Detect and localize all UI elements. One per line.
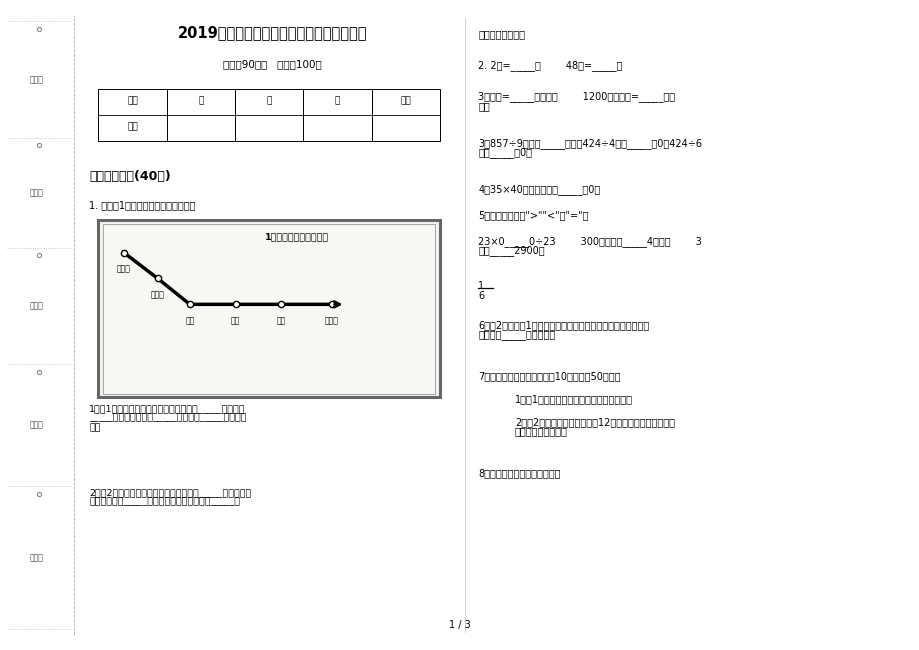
- Text: 1．（1）这块实验田的面积是多少平方米？: 1．（1）这块实验田的面积是多少平方米？: [515, 394, 632, 404]
- Text: 总分: 总分: [400, 96, 411, 105]
- Text: 1. 下面是1路公共汽车行车的路线图。: 1. 下面是1路公共汽车行车的路线图。: [89, 200, 196, 211]
- Text: 学校：: 学校：: [30, 553, 44, 562]
- Bar: [166, 89, 234, 141]
- Text: 一、基础练习(40分): 一、基础练习(40分): [89, 170, 171, 183]
- Text: 班级：: 班级：: [30, 421, 44, 430]
- Text: 1: 1: [478, 281, 484, 291]
- Text: 的商_____有0。: 的商_____有0。: [478, 148, 532, 159]
- Text: 1．（1）从游泳馆到火车站的路线是：向_____方向行驶: 1．（1）从游泳馆到火车站的路线是：向_____方向行驶: [89, 404, 245, 413]
- Text: 少年宫，再向_____方向行驶到电影院，再向_____方: 少年宫，再向_____方向行驶到电影院，再向_____方: [89, 497, 240, 506]
- Text: 商店: 商店: [231, 316, 240, 325]
- Text: 考号：: 考号：: [30, 75, 44, 84]
- Text: 二: 二: [267, 96, 271, 105]
- Text: 7．有一块小麦实验田，长为10米、宽为50分米。: 7．有一块小麦实验田，长为10米、宽为50分米。: [478, 372, 620, 382]
- Text: 4．35×40的积的末尾有_____个0。: 4．35×40的积的末尾有_____个0。: [478, 184, 600, 195]
- Text: 的面积是_____平方分米。: 的面积是_____平方分米。: [478, 330, 555, 339]
- Text: 医院: 医院: [277, 316, 286, 325]
- Text: 火车站: 火车站: [117, 265, 130, 273]
- Text: 考场：: 考场：: [30, 188, 44, 197]
- Text: 3平方米=_____平方分米        1200平方厘米=_____平方: 3平方米=_____平方分米 1200平方厘米=_____平方: [478, 91, 675, 102]
- Text: 图书馆: 图书馆: [324, 316, 338, 325]
- Text: 3．857÷9的商是_____位数，424÷4的商_____有0，424÷6: 3．857÷9的商是_____位数，424÷4的商_____有0，424÷6: [478, 138, 701, 149]
- Text: 站前街: 站前街: [151, 290, 165, 299]
- Text: 向行驶到动物园。: 向行驶到动物园。: [478, 29, 525, 39]
- Text: 一: 一: [198, 96, 203, 105]
- Text: 6: 6: [478, 291, 484, 301]
- Bar: [303, 89, 371, 141]
- Text: 5．在横线上填上">""<"或"="。: 5．在横线上填上">""<"或"="。: [478, 210, 588, 220]
- Text: 8．下面图形中阴影部分不表示: 8．下面图形中阴影部分不表示: [478, 469, 561, 478]
- Bar: [103, 224, 435, 394]
- Bar: [98, 220, 439, 397]
- Text: _____站到邮局，再向_____方向行驶_____站到火车: _____站到邮局，再向_____方向行驶_____站到火车: [89, 413, 246, 423]
- Text: 2. 2年=_____月        48时=_____日: 2. 2年=_____月 48时=_____日: [478, 60, 622, 71]
- Bar: [98, 89, 166, 141]
- Text: 2019年专题三年级下学期数学期末模拟试卷: 2019年专题三年级下学期数学期末模拟试卷: [177, 25, 367, 40]
- Text: 邮局: 邮局: [185, 316, 194, 325]
- Text: 分米: 分米: [478, 101, 490, 111]
- Text: 1路公共汽车行车路线图: 1路公共汽车行车路线图: [264, 232, 328, 241]
- Text: 2．（2）如果每平方米收小麦12千克，这块小麦实验田一: 2．（2）如果每平方米收小麦12千克，这块小麦实验田一: [515, 417, 675, 426]
- Text: 站。: 站。: [89, 423, 100, 432]
- Text: 23×0_____0÷23        300平方分米_____4平方米        3: 23×0_____0÷23 300平方分米_____4平方米 3: [478, 236, 701, 247]
- Text: 时间：90分钟   满分：100分: 时间：90分钟 满分：100分: [222, 59, 322, 69]
- Text: 2．（2）从游泳馆到动物园的路线是：向_____方向行驶到: 2．（2）从游泳馆到动物园的路线是：向_____方向行驶到: [89, 488, 251, 497]
- Text: 得分: 得分: [127, 122, 138, 131]
- Bar: [234, 89, 303, 141]
- Text: 共收小麦多少千克？: 共收小麦多少千克？: [515, 426, 567, 436]
- Text: 1 / 3: 1 / 3: [448, 620, 471, 630]
- Bar: [371, 89, 439, 141]
- Text: 题号: 题号: [127, 96, 138, 105]
- Text: 姓名：: 姓名：: [30, 301, 44, 310]
- Text: 三: 三: [335, 96, 340, 105]
- Text: 6．用2个边长是1分米的正方形拼成一个长方形，拼成的长方形: 6．用2个边长是1分米的正方形拼成一个长方形，拼成的长方形: [478, 320, 649, 330]
- Text: 千克_____2900克: 千克_____2900克: [478, 246, 544, 257]
